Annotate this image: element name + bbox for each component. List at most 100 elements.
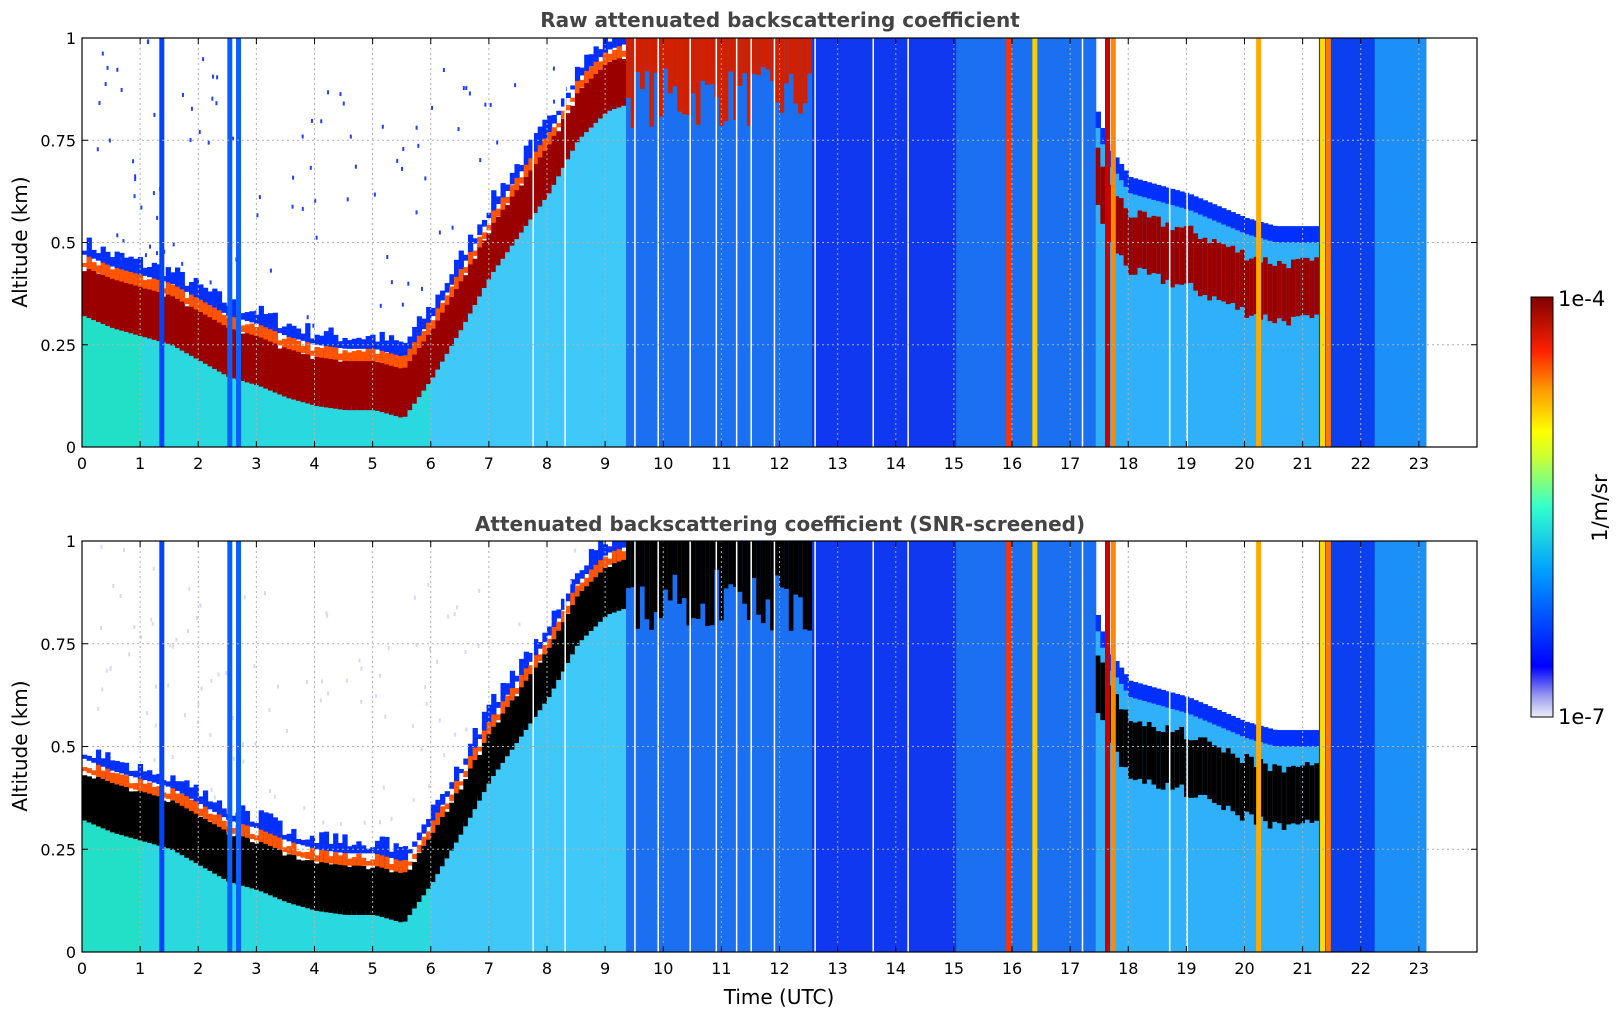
heat-cell	[156, 841, 162, 952]
heat-cell	[733, 38, 739, 447]
heat-cell	[1202, 720, 1208, 952]
heat-gap	[773, 541, 776, 952]
heat-cell	[249, 323, 255, 335]
heat-cell	[798, 38, 804, 114]
heat-cell	[691, 38, 697, 94]
heat-cell	[114, 773, 120, 785]
heat-cell	[105, 668, 108, 673]
heat-cell	[1002, 38, 1008, 447]
heat-cell	[242, 742, 245, 747]
heat-cell	[449, 274, 455, 285]
heat-cell	[1114, 661, 1120, 678]
heat-cell	[388, 864, 395, 871]
x-tick-label: 13	[827, 959, 847, 978]
heat-cell	[86, 313, 92, 447]
heat-cell	[327, 691, 330, 696]
heat-cell	[1221, 208, 1227, 225]
heat-cell	[593, 123, 599, 447]
heat-cell	[509, 691, 516, 750]
heat-cell	[123, 762, 130, 775]
heat-cell	[1221, 728, 1227, 952]
heat-cell	[881, 38, 888, 447]
heat-cell	[276, 684, 279, 689]
y-tick-label: 0.75	[40, 635, 76, 654]
heat-cell	[303, 806, 306, 811]
heat-cell	[309, 358, 316, 405]
heat-cell	[105, 764, 111, 782]
heat-cell	[467, 246, 474, 265]
heat-cell	[105, 826, 111, 952]
heat-cell	[123, 832, 130, 952]
heat-cell	[449, 346, 455, 447]
heat-cell	[1128, 177, 1134, 194]
heat-cell	[1193, 212, 1199, 447]
x-tick-label: 9	[600, 454, 610, 473]
heat-cell	[1211, 708, 1218, 725]
heat-cell	[1058, 541, 1064, 952]
heat-cell	[207, 801, 213, 810]
heat-cell	[175, 267, 181, 287]
heat-cell	[430, 377, 436, 447]
heat-cell	[407, 356, 413, 411]
heat-cell	[793, 541, 799, 595]
heat-cell	[272, 829, 278, 848]
heat-cell	[616, 107, 622, 447]
heat-cell	[1277, 765, 1283, 824]
heat-cell	[486, 212, 492, 219]
heat-cell	[147, 279, 153, 290]
heat-cell	[556, 123, 562, 128]
heat-cell	[658, 541, 664, 952]
heat-cell	[663, 541, 669, 952]
heat-cell	[1281, 772, 1287, 830]
heat-cell	[374, 911, 381, 952]
heat-cell	[1384, 541, 1390, 952]
heat-cell	[463, 275, 469, 323]
heat-cell	[579, 88, 585, 137]
x-tick-label: 3	[251, 454, 261, 473]
heat-cell	[119, 252, 125, 270]
heat-cell	[1277, 746, 1283, 952]
heat-cell	[1128, 697, 1134, 952]
heat-cell	[737, 38, 743, 86]
heat-cell	[258, 887, 264, 952]
heat-cell	[1100, 662, 1106, 721]
heat-cell	[314, 842, 320, 850]
heat-cell	[370, 355, 376, 411]
heat-cell	[390, 816, 393, 821]
heat-gap	[1168, 541, 1171, 952]
x-tick-label: 17	[1060, 959, 1080, 978]
x-tick-label: 20	[1234, 959, 1254, 978]
heat-cell	[421, 330, 427, 342]
heat-cell	[602, 544, 609, 556]
heat-cell	[993, 541, 999, 952]
heat-cell	[202, 57, 205, 62]
heat-cell	[1295, 766, 1301, 825]
heat-cell	[816, 38, 822, 447]
heat-cell	[1384, 38, 1390, 447]
heat-cell	[667, 38, 674, 94]
heat-cell	[165, 279, 171, 295]
heat-cell	[172, 242, 175, 247]
heat-cell	[351, 359, 357, 411]
heat-cell	[170, 292, 176, 346]
heat-cell	[221, 820, 227, 830]
x-tick-label: 17	[1060, 454, 1080, 473]
heat-cell	[1156, 731, 1162, 789]
heat-cell	[1225, 713, 1232, 731]
heat-cell	[1207, 741, 1213, 800]
heat-cell	[147, 39, 150, 44]
heat-cell	[677, 38, 683, 112]
heat-cell	[574, 573, 581, 585]
x-tick-label: 21	[1292, 454, 1312, 473]
heat-cell	[230, 311, 237, 330]
heat-cell	[342, 350, 348, 361]
heat-cell	[644, 38, 650, 72]
heat-cell	[122, 239, 125, 244]
heat-cell	[746, 38, 753, 447]
y-tick-label: 1	[66, 532, 76, 551]
heat-cell	[328, 856, 334, 864]
heat-cell	[542, 119, 548, 139]
heat-cell	[593, 562, 599, 578]
heat-cell	[133, 258, 139, 274]
heat-cell	[1304, 226, 1311, 243]
